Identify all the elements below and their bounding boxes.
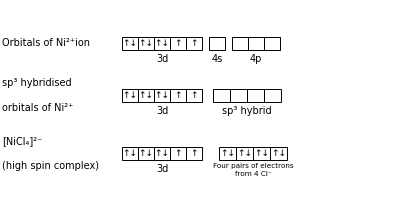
Text: ↑↓: ↑↓ xyxy=(154,39,170,48)
Text: ↑: ↑ xyxy=(190,39,198,48)
Bar xyxy=(138,147,154,160)
Bar xyxy=(138,89,154,102)
Text: sp³ hybrid: sp³ hybrid xyxy=(222,106,272,116)
Bar xyxy=(248,37,264,50)
Bar xyxy=(247,89,264,102)
Text: ↑↓: ↑↓ xyxy=(220,149,235,158)
Bar xyxy=(186,89,202,102)
Bar xyxy=(170,89,186,102)
Bar xyxy=(236,147,253,160)
Bar xyxy=(253,147,270,160)
Text: ↑: ↑ xyxy=(190,91,198,100)
Bar xyxy=(186,147,202,160)
Text: ↑: ↑ xyxy=(174,91,182,100)
Bar xyxy=(122,89,138,102)
Bar xyxy=(264,89,281,102)
Text: 4p: 4p xyxy=(250,54,262,64)
Text: 4s: 4s xyxy=(211,54,223,64)
Bar xyxy=(270,147,287,160)
Bar xyxy=(213,89,230,102)
Bar xyxy=(209,37,225,50)
Bar xyxy=(232,37,248,50)
Text: ↑↓: ↑↓ xyxy=(138,91,154,100)
Text: ↑↓: ↑↓ xyxy=(154,91,170,100)
Text: 3d: 3d xyxy=(156,164,168,174)
Text: ↑↓: ↑↓ xyxy=(122,91,138,100)
Text: Four pairs of electrons: Four pairs of electrons xyxy=(213,163,293,169)
Text: ↑↓: ↑↓ xyxy=(154,149,170,158)
Text: from 4 Cl⁻: from 4 Cl⁻ xyxy=(235,171,271,177)
Bar xyxy=(219,147,236,160)
Bar xyxy=(154,37,170,50)
Text: 3d: 3d xyxy=(156,54,168,64)
Text: ↑: ↑ xyxy=(174,149,182,158)
Text: 3d: 3d xyxy=(156,106,168,116)
Text: ↑↓: ↑↓ xyxy=(254,149,269,158)
Bar xyxy=(138,37,154,50)
Bar xyxy=(264,37,280,50)
Text: ↑↓: ↑↓ xyxy=(138,149,154,158)
Bar xyxy=(230,89,247,102)
Text: ↑↓: ↑↓ xyxy=(138,39,154,48)
Text: ↑↓: ↑↓ xyxy=(237,149,252,158)
Text: sp³ hybridised: sp³ hybridised xyxy=(2,78,72,88)
Text: ↑: ↑ xyxy=(174,39,182,48)
Bar xyxy=(170,147,186,160)
Text: [NiCl₄]²⁻: [NiCl₄]²⁻ xyxy=(2,136,42,146)
Bar xyxy=(122,147,138,160)
Text: Orbitals of Ni²⁺ion: Orbitals of Ni²⁺ion xyxy=(2,39,90,48)
Text: orbitals of Ni²⁺: orbitals of Ni²⁺ xyxy=(2,103,73,113)
Bar xyxy=(186,37,202,50)
Bar xyxy=(170,37,186,50)
Text: ↑↓: ↑↓ xyxy=(271,149,286,158)
Text: (high spin complex): (high spin complex) xyxy=(2,161,99,171)
Text: ↑: ↑ xyxy=(190,149,198,158)
Bar xyxy=(154,147,170,160)
Text: ↑↓: ↑↓ xyxy=(122,149,138,158)
Bar xyxy=(154,89,170,102)
Bar xyxy=(122,37,138,50)
Text: ↑↓: ↑↓ xyxy=(122,39,138,48)
